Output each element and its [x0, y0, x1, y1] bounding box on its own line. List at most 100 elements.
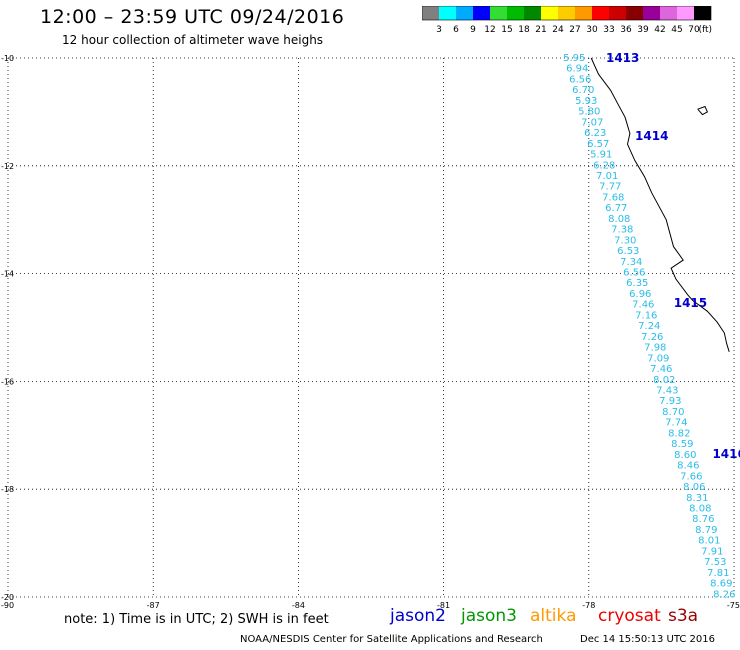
lon-tick-label: -90	[1, 601, 14, 610]
swh-value: 7.16	[635, 310, 657, 321]
swh-value: 6.56	[569, 74, 591, 85]
units-note: note: 1) Time is in UTC; 2) SWH is in fe…	[64, 612, 329, 627]
swh-value: 7.43	[656, 386, 678, 397]
map-title: 12:00 – 23:59 UTC 09/24/2016	[40, 6, 345, 28]
colorbar-label: 27	[569, 25, 580, 34]
colorbar-label: 6	[453, 25, 459, 34]
swh-value: 8.59	[671, 439, 693, 450]
lon-tick-label: -75	[727, 601, 740, 610]
colorbar-swatch	[558, 6, 575, 20]
colorbar-swatch	[575, 6, 592, 20]
swh-value: 7.46	[650, 364, 672, 375]
swh-value: 7.77	[599, 182, 621, 193]
swh-value: 7.98	[644, 343, 666, 354]
swh-value: 8.82	[668, 428, 690, 439]
lon-tick-label: -81	[437, 601, 450, 610]
colorbar-swatch	[643, 6, 660, 20]
swh-value: 8.08	[608, 214, 630, 225]
pass-number-label: 1414	[635, 129, 668, 143]
swh-value: 7.53	[704, 557, 726, 568]
swh-value: 8.69	[710, 579, 732, 590]
colorbar-swatch	[677, 6, 694, 20]
lat-tick-label: -18	[1, 485, 14, 494]
legend-altika: altika	[530, 606, 577, 626]
swh-value: 6.28	[593, 160, 615, 171]
swh-value: 6.23	[584, 128, 606, 139]
colorbar-unit: (ft)	[698, 25, 712, 34]
colorbar-label: 39	[637, 25, 649, 34]
swh-value: 7.01	[596, 171, 618, 182]
colorbar-swatch	[422, 6, 439, 20]
lat-tick-label: -20	[1, 593, 14, 602]
swh-value: 8.02	[653, 375, 675, 386]
swh-value: 7.09	[647, 353, 669, 364]
swh-value: 8.06	[683, 482, 705, 493]
swh-value: 6.70	[572, 85, 594, 96]
coastline	[590, 57, 730, 352]
swh-value: 5.95	[563, 53, 585, 64]
legend-jason3: jason3	[461, 606, 517, 626]
lat-tick-label: -16	[1, 377, 14, 386]
swh-value: 8.70	[662, 407, 684, 418]
pass-number-label: 1415	[674, 296, 707, 310]
colorbar-swatch	[490, 6, 507, 20]
swh-value: 7.30	[614, 235, 636, 246]
colorbar-swatch	[541, 6, 558, 20]
pass-number-label: 1413	[606, 51, 639, 65]
colorbar-swatch	[626, 6, 643, 20]
map-subtitle: 12 hour collection of altimeter wave hei…	[62, 33, 324, 47]
colorbar-swatch	[439, 6, 456, 20]
swh-value: 7.34	[620, 257, 642, 268]
colorbar-label: 42	[654, 25, 665, 34]
swh-value: 5.80	[578, 107, 600, 118]
pass-number-label: 1416	[712, 447, 740, 461]
colorbar-label: 3	[436, 25, 442, 34]
lon-tick-label: -84	[292, 601, 305, 610]
swh-value: 5.93	[575, 96, 597, 107]
colorbar-label: 9	[470, 25, 476, 34]
swh-value: 6.96	[629, 289, 651, 300]
swh-value: 7.91	[701, 546, 723, 557]
colorbar-swatch	[473, 6, 490, 20]
swh-value: 6.35	[626, 278, 648, 289]
swh-value: 8.31	[686, 493, 708, 504]
swh-value: 8.46	[677, 461, 699, 472]
swh-value: 8.79	[695, 525, 717, 536]
colorbar-swatch	[660, 6, 677, 20]
lat-tick-label: -10	[1, 54, 14, 63]
swh-value: 7.66	[680, 471, 702, 482]
colorbar-label: 30	[586, 25, 598, 34]
swh-value: 6.56	[623, 268, 645, 279]
colorbar-label: 70	[688, 25, 700, 34]
colorbar-label: 21	[535, 25, 546, 34]
colorbar-label: 12	[484, 25, 495, 34]
swh-value: 6.53	[617, 246, 639, 257]
graticule	[7, 57, 735, 598]
lat-tick-label: -14	[1, 270, 14, 279]
swh-value: 6.57	[587, 139, 609, 150]
swh-value: 8.01	[698, 536, 720, 547]
swh-value: 7.07	[581, 117, 603, 128]
swh-value: 8.76	[692, 514, 714, 525]
swh-value: 5.91	[590, 150, 612, 161]
legend-cryosat: cryosat	[598, 606, 661, 626]
wave-height-colorbar: 3 6 9 12 15 18 21 24 27 30 33 36 39 42 45 70(ft)	[422, 6, 712, 34]
lat-tick-label: -12	[1, 162, 14, 171]
swh-value: 7.68	[602, 192, 624, 203]
colorbar-swatch	[592, 6, 609, 20]
colorbar-swatch	[694, 6, 711, 20]
footer-timestamp: Dec 14 15:50:13 UTC 2016	[580, 634, 715, 645]
island-outline	[697, 105, 709, 116]
colorbar-label: 24	[552, 25, 564, 34]
colorbar-label: 15	[501, 25, 512, 34]
swh-value: 7.93	[659, 396, 681, 407]
swh-value: 8.26	[713, 589, 735, 600]
swh-value: 7.24	[638, 321, 660, 332]
colorbar-label: 36	[620, 25, 632, 34]
swh-value: 8.60	[674, 450, 696, 461]
colorbar-swatch	[524, 6, 541, 20]
colorbar-label: 45	[671, 25, 682, 34]
swh-value: 8.08	[689, 503, 711, 514]
legend-jason2: jason2	[390, 606, 446, 626]
swh-value: 6.94	[566, 64, 588, 75]
